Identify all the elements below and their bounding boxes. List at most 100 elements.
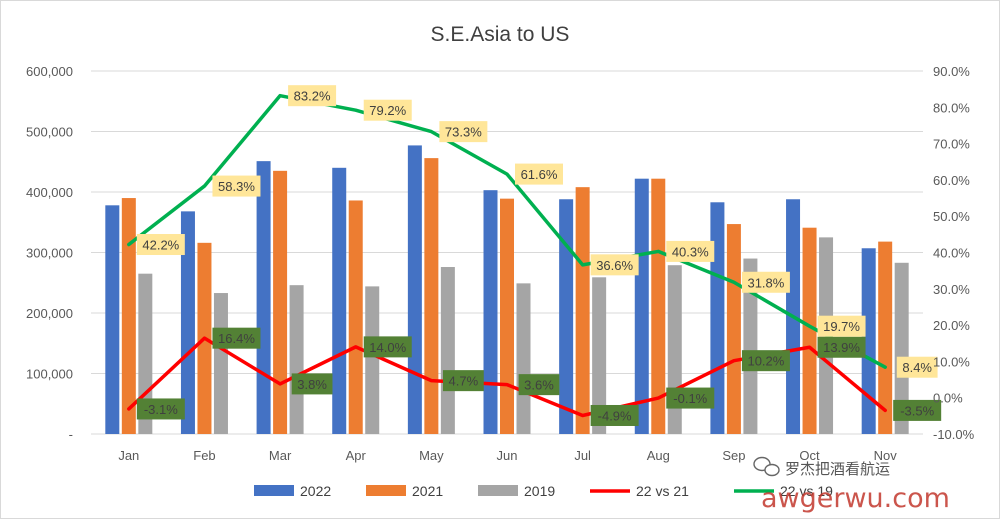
y-right-tick-label: -10.0% <box>933 427 975 442</box>
x-tick-label: Aug <box>647 448 670 463</box>
y-left-tick-label: 500,000 <box>26 125 73 140</box>
bar-2021 <box>424 158 439 434</box>
y-left-tick-label: 400,000 <box>26 185 73 200</box>
bar-2021 <box>878 241 893 434</box>
watermark-site: awgerwu.com <box>761 483 950 514</box>
x-tick-label: Jul <box>574 448 591 463</box>
bar-2022 <box>332 167 347 435</box>
data-label-bg <box>288 85 337 107</box>
x-tick-label: Oct <box>799 448 820 463</box>
data-label-bg <box>212 175 261 197</box>
y-right-tick-label: 10.0% <box>933 354 970 369</box>
data-label: -0.1% <box>673 391 707 406</box>
y-right-tick-label: 30.0% <box>933 282 970 297</box>
data-label: 36.6% <box>596 258 633 273</box>
x-tick-label: Apr <box>346 448 367 463</box>
data-label: 42.2% <box>142 238 179 253</box>
bar-2021 <box>651 178 666 434</box>
data-label: 3.8% <box>297 377 327 392</box>
data-label: -4.9% <box>598 408 632 423</box>
bar-2019 <box>138 273 153 434</box>
data-label: 3.6% <box>524 378 554 393</box>
y-right-tick-label: 70.0% <box>933 137 970 152</box>
line-22-vs-19 <box>127 93 887 369</box>
wechat-icon <box>753 456 780 477</box>
data-label: 10.2% <box>747 354 784 369</box>
data-label-bg <box>439 121 488 143</box>
bar-2022 <box>407 145 422 435</box>
y-right-tick-label: 20.0% <box>933 318 970 333</box>
legend-swatch <box>478 485 518 496</box>
bar-2019 <box>743 258 758 434</box>
data-label: 58.3% <box>218 179 255 194</box>
legend-label: 22 vs 19 <box>780 483 833 499</box>
bar-2022 <box>861 248 876 434</box>
legend-swatch <box>366 485 406 496</box>
legend-label: 2022 <box>300 483 331 499</box>
y-right-tick-label: 0.0% <box>933 391 963 406</box>
x-tick-label: Sep <box>722 448 745 463</box>
bar-2019 <box>894 262 909 434</box>
bar-2019 <box>365 286 380 434</box>
bar-2019 <box>440 267 455 434</box>
data-label-bg <box>363 336 412 358</box>
bar-2019 <box>213 293 228 434</box>
y-left-tick-label: 300,000 <box>26 246 73 261</box>
bar-2021 <box>500 198 514 434</box>
bar-2022 <box>559 199 574 434</box>
data-label-bg <box>136 398 185 420</box>
legend-swatch <box>254 485 294 496</box>
y-left-tick-label: - <box>69 427 73 442</box>
data-label: 79.2% <box>369 103 406 118</box>
legend-label: 2021 <box>412 483 443 499</box>
bar-2019 <box>667 265 682 434</box>
legend-label: 2019 <box>524 483 555 499</box>
data-label-bg <box>136 234 185 256</box>
x-tick-label: Nov <box>874 448 898 463</box>
x-tick-label: Jan <box>118 448 139 463</box>
data-label-bg <box>893 399 942 421</box>
data-label-bg <box>590 254 639 276</box>
bar-2019 <box>516 283 531 434</box>
watermark: 罗杰把酒看航运 awgerwu.com <box>753 456 950 514</box>
x-tick-label: Feb <box>193 448 215 463</box>
watermark-account: 罗杰把酒看航运 <box>785 461 890 478</box>
data-label: -3.1% <box>144 402 178 417</box>
data-label-bg <box>515 163 563 185</box>
data-label: 40.3% <box>672 244 709 259</box>
data-label-bg <box>666 240 715 262</box>
x-tick-label: Mar <box>269 448 292 463</box>
bar-2021 <box>575 187 590 434</box>
bars <box>105 145 909 435</box>
chart-title: S.E.Asia to US <box>431 23 570 46</box>
data-label: -3.5% <box>900 403 934 418</box>
y-right-tick-label: 90.0% <box>933 64 970 79</box>
data-label: 14.0% <box>369 340 406 355</box>
data-label-bg <box>896 356 938 378</box>
data-label: 8.4% <box>902 360 932 375</box>
bar-2022 <box>483 190 498 434</box>
legend: 2022 2021 2019 22 vs 21 22 vs 19 <box>254 483 833 499</box>
x-tick-label: May <box>419 448 444 463</box>
bar-2019 <box>592 277 607 434</box>
data-label-bg <box>442 370 484 392</box>
bar-2021 <box>802 227 817 434</box>
data-label: 73.3% <box>445 125 482 140</box>
y-left-tick-label: 200,000 <box>26 306 73 321</box>
data-label-bg <box>590 404 639 426</box>
data-label: 61.6% <box>521 167 558 182</box>
bar-2022 <box>256 161 271 434</box>
data-label-bg <box>741 271 790 293</box>
data-label: 83.2% <box>294 89 331 104</box>
data-label-bg <box>363 99 412 121</box>
y-left-tick-label: 100,000 <box>26 367 73 382</box>
data-label: 16.4% <box>218 331 255 346</box>
axes: - 100,000 200,000 300,000 400,000 500,000 600,… <box>26 64 975 463</box>
data-label-bg <box>817 336 866 358</box>
data-labels: -3.1% 16.4% 3.8% 14.0% 4.7% 3.6% -4.9% -0.1% 10.… <box>136 85 942 426</box>
data-label-bg <box>817 315 866 337</box>
data-label: 31.8% <box>747 275 784 290</box>
y-right-tick-label: 50.0% <box>933 209 970 224</box>
